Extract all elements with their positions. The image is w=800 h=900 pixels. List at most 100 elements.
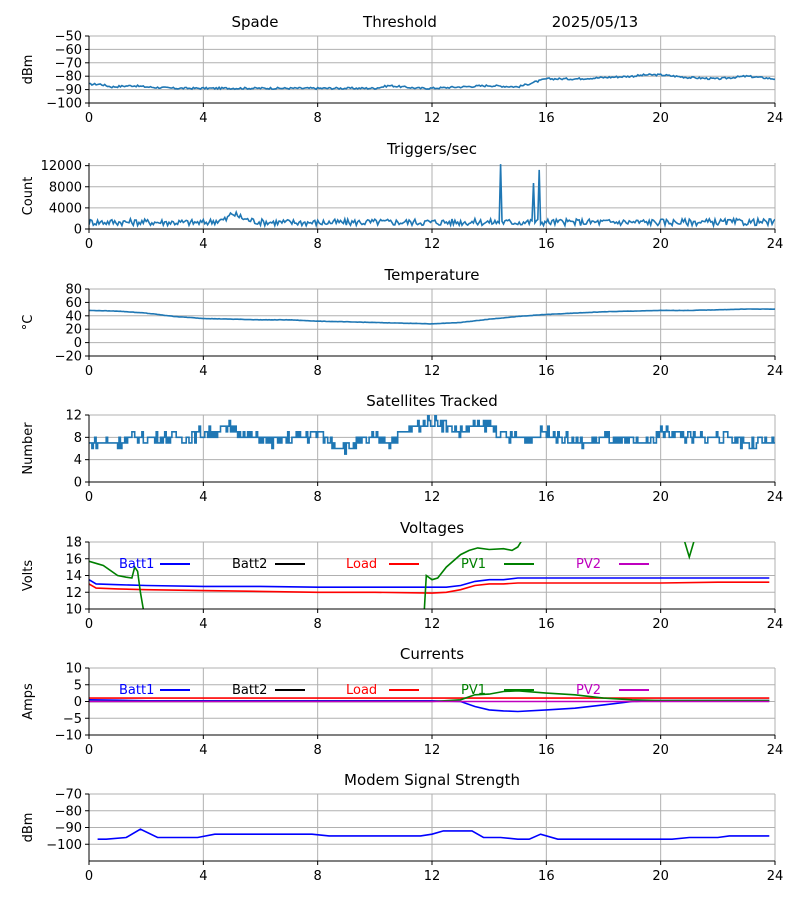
x-tick-label: 4 <box>199 364 207 379</box>
x-tick-label: 12 <box>424 237 441 252</box>
x-tick-label: 4 <box>199 869 207 884</box>
header-date: 2025/05/13 <box>552 13 638 31</box>
chart-panel-2 <box>85 288 776 360</box>
series-line-data <box>89 164 775 229</box>
x-tick-label: 8 <box>314 237 322 252</box>
x-tick-label: 12 <box>424 364 441 379</box>
chart-panel-0 <box>85 35 776 107</box>
y-tick-label: 10 <box>65 603 82 618</box>
y-axis-label: Amps <box>21 683 36 720</box>
legend-label-load: Load <box>346 683 377 698</box>
legend-label-batt1: Batt1 <box>119 557 154 572</box>
chart-title: Modem Signal Strength <box>344 771 520 789</box>
x-tick-label: 24 <box>767 490 784 505</box>
y-tick-label: −80 <box>55 70 82 85</box>
x-tick-label: 8 <box>314 490 322 505</box>
x-tick-label: 12 <box>424 869 441 884</box>
y-tick-label: 10 <box>65 662 82 677</box>
legend-label-batt1: Batt1 <box>119 683 154 698</box>
y-tick-label: 8 <box>74 431 82 446</box>
x-tick-label: 4 <box>199 111 207 126</box>
y-tick-label: −5 <box>63 712 82 727</box>
series-line-Batt1 <box>89 577 770 589</box>
x-tick-label: 4 <box>199 743 207 758</box>
x-tick-label: 0 <box>85 490 93 505</box>
y-tick-label: −60 <box>55 43 82 58</box>
chart-title: Temperature <box>383 266 479 284</box>
y-tick-label: −100 <box>46 97 82 112</box>
x-tick-label: 0 <box>85 743 93 758</box>
y-tick-label: −90 <box>55 821 82 836</box>
x-tick-label: 24 <box>767 617 784 632</box>
y-tick-label: −90 <box>55 83 82 98</box>
chart-panel-5 <box>85 667 776 739</box>
series-line-data <box>97 828 770 841</box>
y-tick-label: 0 <box>74 223 82 238</box>
series-line-PV1 <box>89 542 695 609</box>
legend-label-pv1: PV1 <box>461 683 486 698</box>
y-tick-label: 12 <box>65 586 82 601</box>
chart-title: Currents <box>400 645 464 663</box>
series-line-PV1 <box>89 689 770 703</box>
x-tick-label: 24 <box>767 869 784 884</box>
header-site: Spade <box>232 13 279 31</box>
legend-label-pv2: PV2 <box>576 683 601 698</box>
chart-title: Voltages <box>400 519 464 537</box>
x-tick-label: 16 <box>538 237 555 252</box>
x-tick-label: 16 <box>538 869 555 884</box>
y-tick-label: −80 <box>55 804 82 819</box>
y-tick-label: 0 <box>74 476 82 491</box>
series-line-data <box>89 308 775 325</box>
x-tick-label: 24 <box>767 237 784 252</box>
y-axis-label: dBm <box>21 55 36 85</box>
chart-title: Triggers/sec <box>386 140 477 158</box>
x-tick-label: 0 <box>85 869 93 884</box>
y-tick-label: −10 <box>55 729 82 744</box>
x-tick-label: 16 <box>538 743 555 758</box>
legend-label-batt2: Batt2 <box>232 557 267 572</box>
y-tick-label: 12 <box>65 409 82 424</box>
x-tick-label: 20 <box>652 617 669 632</box>
y-tick-label: −100 <box>46 838 82 853</box>
chart-panel-6 <box>85 793 776 865</box>
chart-panel-1 <box>85 163 776 233</box>
x-tick-label: 4 <box>199 237 207 252</box>
y-tick-label: 40 <box>65 309 82 324</box>
x-tick-label: 4 <box>199 490 207 505</box>
y-axis-label: Volts <box>21 560 36 592</box>
y-tick-label: 16 <box>65 552 82 567</box>
x-tick-label: 20 <box>652 111 669 126</box>
x-tick-label: 20 <box>652 237 669 252</box>
x-tick-label: 8 <box>314 364 322 379</box>
x-tick-label: 12 <box>424 617 441 632</box>
legend-label-pv2: PV2 <box>576 557 601 572</box>
x-tick-label: 0 <box>85 111 93 126</box>
x-tick-label: 16 <box>538 490 555 505</box>
y-tick-label: −70 <box>55 788 82 803</box>
x-tick-label: 8 <box>314 869 322 884</box>
x-tick-label: 16 <box>538 111 555 126</box>
x-tick-label: 8 <box>314 111 322 126</box>
x-tick-label: 24 <box>767 111 784 126</box>
y-tick-label: −50 <box>55 30 82 45</box>
x-tick-label: 16 <box>538 617 555 632</box>
chart-title: Satellites Tracked <box>366 392 497 410</box>
x-tick-label: 24 <box>767 364 784 379</box>
y-axis-label: Number <box>21 422 36 475</box>
y-axis-label: Count <box>21 177 36 216</box>
x-tick-label: 16 <box>538 364 555 379</box>
y-tick-label: 12000 <box>41 159 82 174</box>
legend-label-pv1: PV1 <box>461 557 486 572</box>
y-tick-label: 8000 <box>49 180 82 195</box>
x-tick-label: 12 <box>424 490 441 505</box>
x-tick-label: 0 <box>85 237 93 252</box>
y-tick-label: 0 <box>74 695 82 710</box>
y-tick-label: −20 <box>55 350 82 365</box>
x-tick-label: 20 <box>652 364 669 379</box>
y-tick-label: 14 <box>65 569 82 584</box>
y-tick-label: 80 <box>65 283 82 298</box>
y-tick-label: 18 <box>65 536 82 551</box>
legend-label-load: Load <box>346 557 377 572</box>
